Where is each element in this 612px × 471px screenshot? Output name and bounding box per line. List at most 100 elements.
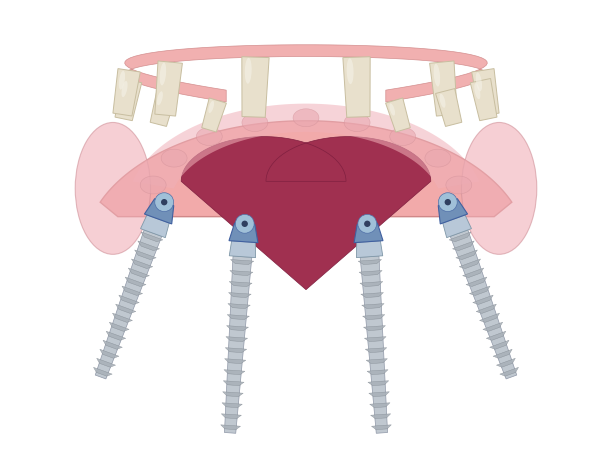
Polygon shape bbox=[343, 57, 370, 117]
Polygon shape bbox=[125, 45, 487, 102]
Ellipse shape bbox=[245, 58, 252, 84]
Polygon shape bbox=[452, 241, 474, 251]
Polygon shape bbox=[94, 367, 112, 376]
Ellipse shape bbox=[293, 109, 319, 127]
Polygon shape bbox=[228, 292, 251, 298]
Polygon shape bbox=[483, 322, 502, 331]
Polygon shape bbox=[150, 89, 176, 126]
Polygon shape bbox=[459, 259, 480, 268]
Circle shape bbox=[235, 214, 254, 233]
Polygon shape bbox=[361, 292, 384, 298]
Polygon shape bbox=[226, 337, 248, 341]
Polygon shape bbox=[370, 403, 390, 407]
Polygon shape bbox=[436, 89, 462, 126]
Polygon shape bbox=[364, 325, 386, 331]
Polygon shape bbox=[356, 241, 382, 258]
Polygon shape bbox=[223, 392, 243, 397]
Ellipse shape bbox=[461, 122, 537, 254]
Ellipse shape bbox=[434, 64, 440, 87]
Polygon shape bbox=[97, 358, 116, 367]
Polygon shape bbox=[229, 282, 252, 286]
Circle shape bbox=[155, 193, 174, 211]
Polygon shape bbox=[364, 337, 386, 341]
Polygon shape bbox=[472, 295, 493, 304]
Polygon shape bbox=[228, 304, 250, 309]
Polygon shape bbox=[442, 215, 471, 238]
Polygon shape bbox=[360, 256, 387, 433]
Circle shape bbox=[358, 214, 377, 233]
Polygon shape bbox=[476, 304, 496, 313]
Polygon shape bbox=[224, 370, 245, 374]
Polygon shape bbox=[354, 223, 383, 243]
Ellipse shape bbox=[161, 149, 187, 167]
Ellipse shape bbox=[75, 122, 151, 254]
Polygon shape bbox=[110, 322, 129, 331]
Polygon shape bbox=[129, 268, 149, 277]
Ellipse shape bbox=[344, 114, 370, 131]
Polygon shape bbox=[367, 370, 388, 374]
Polygon shape bbox=[103, 340, 122, 349]
Polygon shape bbox=[144, 199, 174, 224]
Polygon shape bbox=[472, 69, 499, 116]
Polygon shape bbox=[430, 61, 457, 116]
Polygon shape bbox=[141, 232, 163, 242]
Ellipse shape bbox=[476, 73, 482, 91]
Polygon shape bbox=[493, 349, 512, 358]
Ellipse shape bbox=[474, 83, 480, 99]
Circle shape bbox=[438, 193, 457, 211]
Polygon shape bbox=[449, 232, 471, 242]
Polygon shape bbox=[480, 313, 499, 322]
Polygon shape bbox=[229, 223, 258, 243]
Ellipse shape bbox=[242, 114, 268, 131]
Polygon shape bbox=[371, 425, 391, 430]
Polygon shape bbox=[119, 295, 140, 304]
Circle shape bbox=[444, 199, 451, 205]
Ellipse shape bbox=[157, 91, 163, 106]
Polygon shape bbox=[366, 359, 387, 364]
Polygon shape bbox=[470, 79, 497, 121]
Ellipse shape bbox=[160, 63, 166, 85]
Polygon shape bbox=[231, 260, 254, 265]
Polygon shape bbox=[500, 367, 518, 376]
Ellipse shape bbox=[439, 94, 446, 108]
Polygon shape bbox=[450, 230, 517, 379]
Polygon shape bbox=[360, 282, 383, 286]
Polygon shape bbox=[225, 348, 247, 353]
Polygon shape bbox=[155, 61, 182, 116]
Polygon shape bbox=[223, 381, 244, 386]
Ellipse shape bbox=[196, 128, 222, 146]
Ellipse shape bbox=[389, 103, 395, 115]
Polygon shape bbox=[135, 250, 156, 260]
Polygon shape bbox=[222, 414, 241, 419]
Polygon shape bbox=[125, 277, 146, 286]
Polygon shape bbox=[222, 403, 242, 407]
Ellipse shape bbox=[122, 81, 127, 97]
Polygon shape bbox=[368, 381, 389, 386]
Ellipse shape bbox=[346, 58, 354, 84]
Polygon shape bbox=[369, 392, 389, 397]
Ellipse shape bbox=[140, 176, 166, 194]
Polygon shape bbox=[456, 250, 477, 260]
Polygon shape bbox=[365, 348, 387, 353]
Polygon shape bbox=[113, 313, 132, 322]
Polygon shape bbox=[226, 325, 248, 331]
Polygon shape bbox=[221, 425, 241, 430]
Polygon shape bbox=[113, 69, 140, 116]
Polygon shape bbox=[469, 286, 490, 295]
Polygon shape bbox=[95, 230, 162, 379]
Ellipse shape bbox=[446, 176, 472, 194]
Polygon shape bbox=[358, 260, 381, 265]
Circle shape bbox=[161, 199, 168, 205]
Polygon shape bbox=[202, 98, 226, 132]
Polygon shape bbox=[227, 315, 250, 320]
Polygon shape bbox=[371, 414, 390, 419]
Polygon shape bbox=[225, 256, 252, 433]
Ellipse shape bbox=[209, 101, 214, 113]
Circle shape bbox=[242, 220, 248, 227]
Polygon shape bbox=[106, 331, 125, 341]
Polygon shape bbox=[225, 359, 246, 364]
Ellipse shape bbox=[425, 149, 451, 167]
Polygon shape bbox=[116, 304, 136, 313]
Polygon shape bbox=[362, 304, 384, 309]
Polygon shape bbox=[133, 104, 479, 188]
